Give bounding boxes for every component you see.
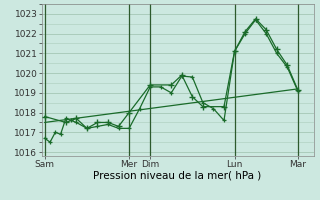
X-axis label: Pression niveau de la mer( hPa ): Pression niveau de la mer( hPa ) <box>93 171 262 181</box>
